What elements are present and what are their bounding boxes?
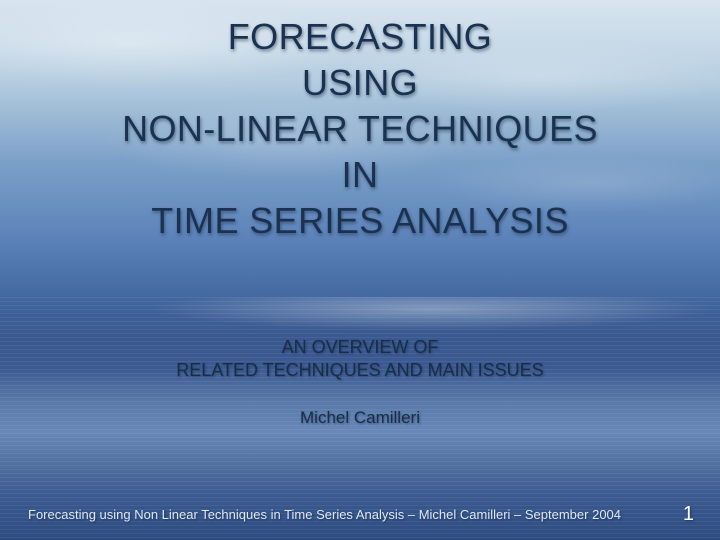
slide-subtitle: AN OVERVIEW OF RELATED TECHNIQUES AND MA… <box>0 336 720 383</box>
slide: FORECASTING USING NON-LINEAR TECHNIQUES … <box>0 0 720 540</box>
slide-author: Michel Camilleri <box>0 408 720 428</box>
slide-footer: Forecasting using Non Linear Techniques … <box>28 507 621 522</box>
page-number: 1 <box>683 503 694 526</box>
slide-title: FORECASTING USING NON-LINEAR TECHNIQUES … <box>0 14 720 244</box>
